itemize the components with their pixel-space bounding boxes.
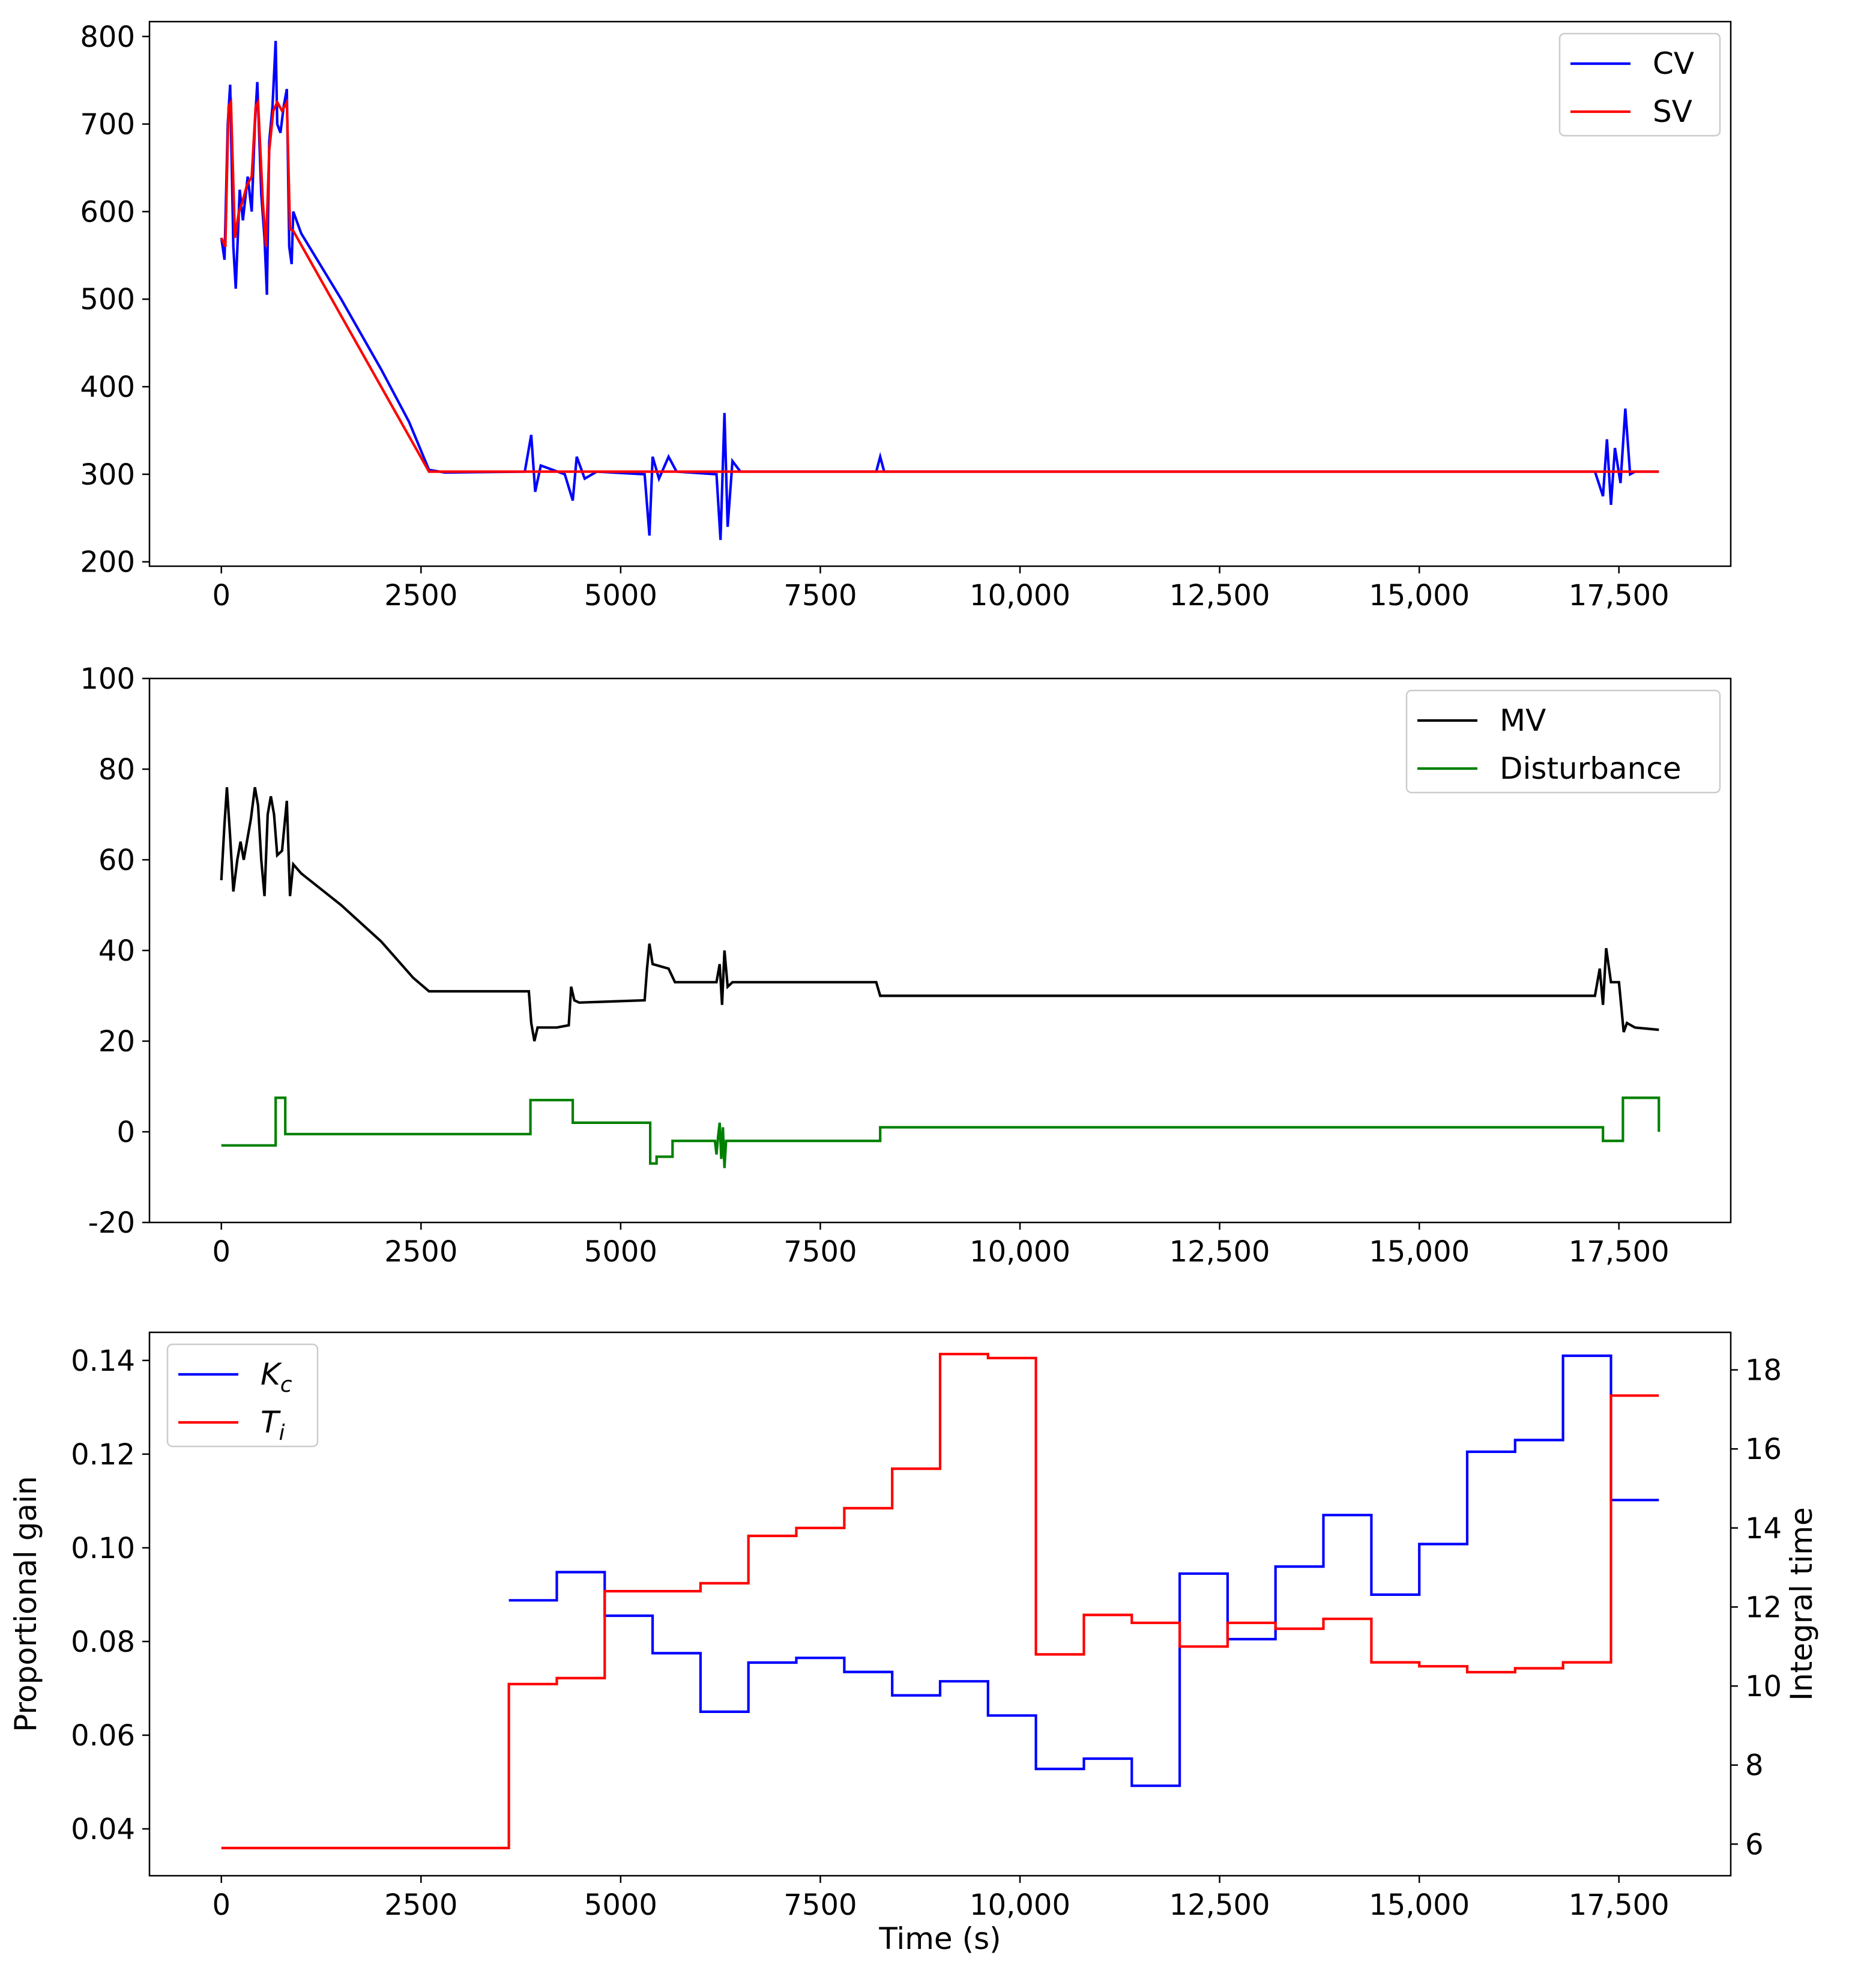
legend: MV Disturbance [1405,689,1721,794]
x-tick-label: 2500 [384,1235,457,1269]
y2-tick-label: 6 [1745,1828,1764,1861]
plot-area [221,1353,1659,1849]
axes-frame [148,20,1732,567]
x-tick-label: 10,000 [970,1235,1070,1269]
x-tick-label: 2500 [384,1888,457,1922]
legend-box [166,1343,319,1448]
x-tick-label: 15,000 [1369,1888,1470,1922]
x-axis-label: Time (s) [878,1921,1001,1956]
x-tick-label: 2500 [384,579,457,612]
x-tick-label: 15,000 [1369,579,1470,612]
legend-label-base: T [261,1405,281,1440]
y-tick-label: 20 [98,1025,135,1059]
x-tick-label: 12,500 [1169,1235,1270,1269]
x-tick-label: 5000 [584,1235,657,1269]
chart-panel-2: 0 2500 5000 7500 10,000 12,500 15,000 17,500 -20… [80,662,1732,1269]
series-line-kc [508,1354,1659,1787]
series-line-mv [220,787,1659,1042]
y2-tick-label: 18 [1745,1354,1782,1388]
y-tick-label: 700 [80,108,135,142]
legend-label-subscript: c [280,1373,292,1397]
axes-frame [148,1331,1732,1877]
x-tick-label: 0 [212,1888,231,1922]
series-line-cv [220,40,1659,540]
y-tick-label: 0.12 [71,1438,135,1472]
y2-tick-label: 8 [1745,1749,1764,1783]
legend-label-sv: SV [1653,94,1692,129]
y-tick-label: 200 [80,546,135,579]
y-tick-label: 80 [98,753,135,787]
y-tick-label: 0 [116,1116,135,1149]
x-tick-label: 12,500 [1169,1888,1270,1922]
y-tick-label: 0.10 [71,1532,135,1565]
legend-box [1405,689,1721,794]
y2-tick-label: 16 [1745,1433,1782,1466]
y-tick-label: 0.14 [71,1344,135,1378]
legend-label-mv: MV [1500,703,1546,738]
y-tick-label: 400 [80,370,135,404]
y-tick-label: 600 [80,195,135,229]
legend-box [1558,32,1721,137]
x-tick-label: 15,000 [1369,1235,1470,1269]
y-tick-label: -20 [88,1206,135,1240]
legend-label-subscript: i [279,1421,285,1445]
y-tick-label: 800 [80,20,135,54]
x-tick-label: 17,500 [1569,579,1670,612]
x-tick-label: 10,000 [970,579,1070,612]
series-line-disturbance [221,1096,1660,1168]
legend-label-ti: Ti [261,1405,285,1445]
x-tick-label: 10,000 [970,1888,1070,1922]
x-tick-label: 5000 [584,579,657,612]
y2-tick-label: 14 [1745,1512,1782,1545]
legend-label-disturbance: Disturbance [1500,751,1682,786]
y-tick-label: 0.08 [71,1625,135,1659]
plot-area [220,787,1660,1168]
y-tick-label: 0.06 [71,1719,135,1753]
series-line-sv [220,97,1659,473]
series-line-ti [221,1353,1659,1849]
chart-panel-3: 0 2500 5000 7500 10,000 12,500 15,000 17,500 0.0… [8,1331,1819,1956]
x-tick-label: 12,500 [1169,579,1270,612]
x-tick-label: 7500 [783,1235,857,1269]
y-tick-label: 0.04 [71,1813,135,1846]
y-tick-label: 100 [80,662,135,696]
plot-area [220,40,1659,540]
y-axis-label: Proportional gain [8,1476,43,1732]
legend-label-base: K [261,1357,283,1392]
y-tick-label: 500 [80,283,135,316]
y2-tick-label: 10 [1745,1670,1782,1703]
x-tick-label: 7500 [783,579,857,612]
x-tick-label: 0 [212,1235,231,1269]
chart-panel-1: 0 2500 5000 7500 10,000 12,500 15,000 17,500 200… [80,20,1732,612]
legend: CV SV [1558,32,1721,137]
x-tick-label: 17,500 [1569,1888,1670,1922]
y2-tick-label: 12 [1745,1591,1782,1624]
legend-label-cv: CV [1653,46,1694,81]
y-tick-label: 40 [98,934,135,968]
y-tick-label: 60 [98,844,135,877]
legend-label-kc: Kc [261,1357,292,1397]
x-tick-label: 5000 [584,1888,657,1922]
x-tick-label: 17,500 [1569,1235,1670,1269]
y2-axis-label: Integral time [1784,1507,1819,1701]
y-tick-label: 300 [80,458,135,492]
x-tick-label: 7500 [783,1888,857,1922]
x-tick-label: 0 [212,579,231,612]
